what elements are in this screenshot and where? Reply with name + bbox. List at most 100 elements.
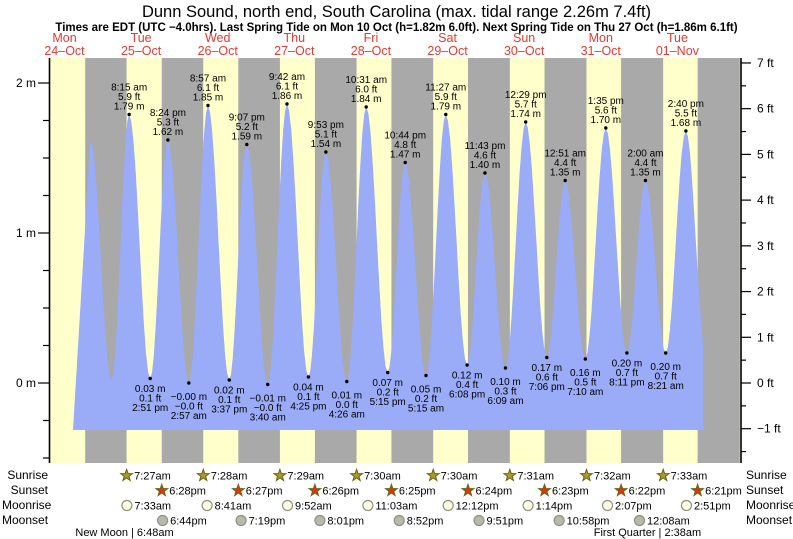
high-tide-metres: 1.62 m bbox=[153, 127, 184, 138]
sunrise-row-label-right: Sunrise bbox=[746, 468, 787, 482]
left-axis-tick-label: 2 m bbox=[16, 76, 36, 90]
low-tide-dot bbox=[625, 351, 629, 355]
high-tide-dot bbox=[643, 178, 648, 183]
low-tide-annotations: 0.03 m0.1 ft2:51 pm−0.00 m−0.0 ft2:57 am… bbox=[132, 351, 684, 424]
moonset-row-label-right: Moonset bbox=[746, 513, 793, 527]
high-tide-feet: 5.9 ft bbox=[435, 92, 457, 103]
low-tide-feet: 0.7 ft bbox=[655, 372, 677, 383]
high-tide-dot bbox=[127, 112, 131, 117]
day-name-label: Mon bbox=[52, 31, 76, 45]
low-tide-time: 4:26 am bbox=[329, 410, 365, 421]
day-date-label: 28–Oct bbox=[351, 44, 392, 58]
low-tide-feet: 0.1 ft bbox=[139, 394, 161, 405]
low-tide-feet: 0.3 ft bbox=[494, 387, 516, 398]
sunrise-star-icon bbox=[119, 467, 134, 482]
sunset-star-icon bbox=[154, 482, 170, 497]
high-tide-metres: 1.85 m bbox=[193, 93, 224, 104]
moon-phase-label: New Moon | 6:48am bbox=[75, 527, 173, 539]
sunset-star-icon bbox=[307, 482, 323, 497]
low-tide-time: 7:06 pm bbox=[529, 382, 565, 393]
high-tide-metres: 1.84 m bbox=[351, 94, 382, 105]
high-tide-metres: 1.74 m bbox=[510, 109, 541, 120]
moonset-time: 12:08am bbox=[647, 516, 690, 528]
day-date-label: 29–Oct bbox=[427, 44, 468, 58]
high-tide-feet: 6.0 ft bbox=[355, 85, 377, 96]
sunrise-row-label-left: Sunrise bbox=[7, 468, 48, 482]
sunrise-time: 7:32am bbox=[594, 471, 631, 483]
day-name-label: Sun bbox=[513, 31, 535, 45]
moon-phase-label: First Quarter | 2:38am bbox=[594, 527, 701, 539]
high-tide-time: 8:57 am bbox=[190, 74, 226, 85]
high-tide-metres: 1.79 m bbox=[114, 102, 145, 113]
high-tide-time: 10:31 am bbox=[345, 75, 387, 86]
low-tide-time: 4:25 pm bbox=[290, 402, 326, 413]
low-tide-feet: 0.0 ft bbox=[336, 400, 358, 411]
high-tide-time: 8:15 am bbox=[111, 83, 147, 94]
low-tide-metres: 0.04 m bbox=[293, 383, 324, 394]
sunrise-star-icon bbox=[502, 467, 518, 482]
moonset-time: 7:19pm bbox=[249, 516, 286, 528]
high-tide-dot bbox=[364, 105, 368, 109]
low-tide-feet: 0.7 ft bbox=[616, 368, 638, 379]
moonset-time: 6:44pm bbox=[170, 516, 207, 528]
moonrise-time: 11:03am bbox=[375, 501, 417, 513]
high-tide-dot bbox=[166, 138, 170, 142]
high-tide-dot bbox=[523, 120, 528, 124]
low-tide-metres: 0.07 m bbox=[372, 378, 403, 389]
sunset-star-icon bbox=[537, 482, 552, 497]
moonrise-time: 9:52am bbox=[295, 501, 332, 513]
sunset-star-icon bbox=[460, 482, 476, 497]
day-name-label: Mon bbox=[589, 31, 613, 45]
sunrise-star-icon bbox=[272, 467, 288, 482]
low-tide-metres: 0.17 m bbox=[532, 363, 563, 374]
low-tide-feet: 0.2 ft bbox=[377, 388, 399, 399]
low-tide-time: 2:57 am bbox=[171, 411, 207, 422]
low-tide-feet: −0.0 ft bbox=[254, 403, 282, 414]
high-tide-time: 9:42 am bbox=[269, 72, 305, 83]
low-tide-feet: −0.0 ft bbox=[175, 402, 203, 413]
high-tide-feet: 5.5 ft bbox=[675, 109, 697, 120]
high-tide-time: 2:00 am bbox=[627, 149, 663, 160]
moonrise-icon bbox=[362, 499, 374, 512]
high-tide-time: 1:35 pm bbox=[588, 96, 624, 107]
moonrise-icon bbox=[442, 499, 454, 512]
low-tide-metres: 0.01 m bbox=[331, 391, 362, 402]
moonrise-icon bbox=[680, 499, 693, 512]
high-tide-metres: 1.86 m bbox=[272, 91, 303, 102]
high-tide-dot bbox=[444, 112, 448, 117]
low-tide-time: 5:15 am bbox=[408, 404, 444, 415]
sunset-time: 6:22pm bbox=[629, 486, 666, 498]
day-name-label: Sat bbox=[438, 31, 457, 45]
low-tide-time: 5:15 pm bbox=[370, 397, 406, 408]
moonset-icon bbox=[393, 514, 405, 527]
moonrise-time: 2:07pm bbox=[615, 501, 652, 513]
day-name-label: Wed bbox=[205, 31, 231, 45]
right-axis-tick-label: 6 ft bbox=[757, 102, 774, 116]
high-tide-dot bbox=[604, 126, 608, 130]
high-tide-dot bbox=[324, 150, 328, 154]
left-axis-tick-label: 1 m bbox=[16, 226, 36, 240]
high-tide-metres: 1.35 m bbox=[550, 168, 581, 179]
tide-curve-area bbox=[73, 104, 703, 430]
sunset-row-label-left: Sunset bbox=[10, 483, 48, 497]
moonset-time: 10:58pm bbox=[567, 516, 610, 528]
right-axis-tick-label: 0 ft bbox=[757, 376, 774, 390]
high-tide-feet: 5.9 ft bbox=[118, 92, 140, 103]
low-tide-dot bbox=[503, 366, 508, 370]
high-tide-feet: 6.1 ft bbox=[197, 83, 219, 94]
day-name-label: Fri bbox=[364, 31, 379, 45]
sunset-time: 6:28pm bbox=[169, 486, 206, 498]
high-tide-dot bbox=[684, 129, 688, 133]
high-tide-feet: 5.3 ft bbox=[157, 118, 179, 129]
right-axis-tick-label: 1 ft bbox=[757, 330, 774, 344]
moonrise-icon bbox=[522, 499, 534, 512]
sunrise-time: 7:29am bbox=[287, 471, 324, 483]
moonset-icon bbox=[553, 514, 565, 527]
high-tide-feet: 4.8 ft bbox=[394, 140, 416, 151]
high-tide-time: 12:29 pm bbox=[505, 90, 547, 101]
sunrise-star-icon bbox=[349, 467, 364, 482]
sunset-star-icon bbox=[690, 482, 705, 497]
day-date-label: 25–Oct bbox=[121, 44, 162, 58]
low-tide-dot bbox=[148, 376, 152, 381]
